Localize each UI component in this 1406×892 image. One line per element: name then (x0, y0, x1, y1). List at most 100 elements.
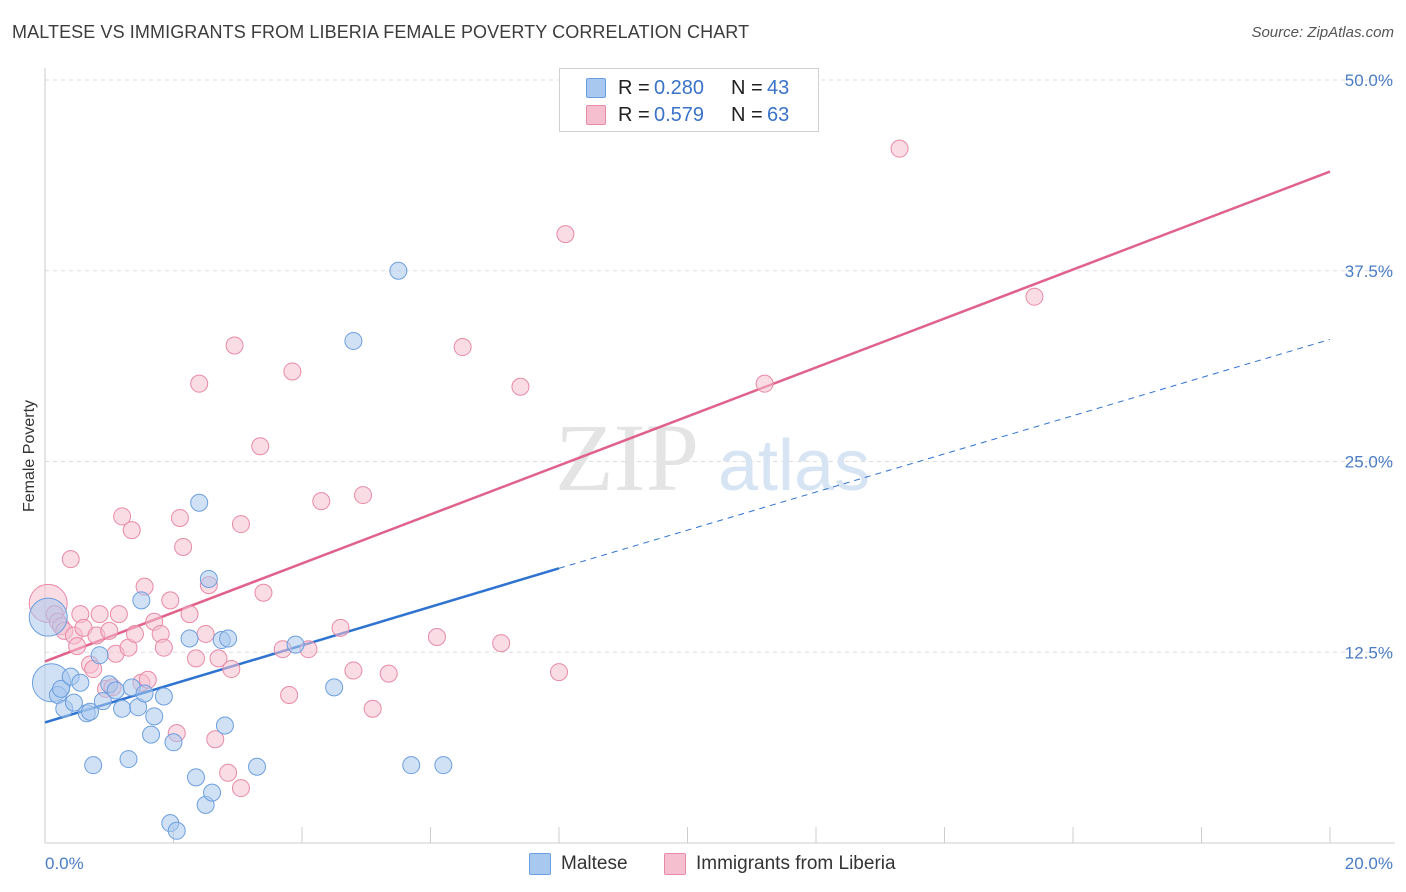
y-tick-label: 37.5% (1345, 262, 1393, 281)
legend-label: Immigrants from Liberia (696, 853, 896, 874)
maltese-point (119, 750, 138, 769)
maltese-legend-swatch (529, 853, 551, 875)
liberia-point (283, 362, 302, 381)
r-label: R = (618, 104, 650, 126)
liberia-point (222, 660, 241, 679)
liberia-point (251, 437, 270, 456)
maltese-point (325, 678, 344, 697)
liberia-point (427, 627, 446, 646)
liberia-legend-swatch (664, 853, 686, 875)
maltese-point (199, 570, 218, 589)
y-axis-label: Female Poverty (21, 400, 38, 512)
grid-lines (45, 79, 1395, 653)
n-label: N = (731, 104, 763, 126)
maltese-point (113, 699, 132, 718)
maltese-point (84, 756, 103, 775)
maltese-point (344, 331, 363, 350)
liberia-point (344, 661, 363, 680)
maltese-point (71, 673, 90, 692)
liberia-point (492, 634, 511, 653)
maltese-point (64, 693, 83, 712)
maltese-point (93, 692, 112, 711)
x-tick-label: 20.0% (1345, 854, 1393, 873)
liberia-point (231, 515, 250, 534)
liberia-point (109, 605, 128, 624)
liberia-point (254, 583, 273, 602)
stats-legend: R = 0.280 N = 43 R = 0.579 N = 63 (559, 68, 819, 132)
liberia-point (113, 507, 132, 526)
maltese-point (154, 687, 173, 706)
liberia-point (755, 374, 774, 393)
liberia-point (331, 618, 350, 637)
maltese-point (190, 493, 209, 512)
maltese-point (219, 629, 238, 648)
liberia-point (186, 649, 205, 668)
maltese-point (145, 707, 164, 726)
data-points (28, 139, 1044, 840)
liberia-point (209, 649, 228, 668)
liberia-point (453, 338, 472, 357)
liberia-point (68, 637, 87, 656)
maltese-point (248, 757, 267, 776)
maltese-point (286, 635, 305, 654)
liberia-point (280, 685, 299, 704)
liberia-point (170, 508, 189, 527)
liberia-point (206, 730, 225, 749)
r-label: R = (618, 77, 650, 99)
liberia-point (125, 624, 144, 643)
watermark-atlas: atlas (718, 426, 870, 506)
n-value: 63 (767, 104, 790, 126)
liberia-point (90, 605, 109, 624)
y-tick-label: 25.0% (1345, 453, 1393, 472)
liberia-point (100, 621, 119, 640)
source-label: Source: ZipAtlas.com (1251, 24, 1394, 41)
y-tick-label: 50.0% (1345, 71, 1393, 90)
maltese-point (132, 591, 151, 610)
legend-label: Maltese (561, 853, 628, 874)
liberia-point (363, 699, 382, 718)
liberia-swatch (586, 105, 606, 125)
maltese-point (167, 821, 186, 840)
liberia-point (219, 763, 238, 782)
liberia-point (231, 779, 250, 798)
maltese-point (186, 768, 205, 787)
liberia-point (122, 521, 141, 540)
liberia-point (161, 591, 180, 610)
liberia-point (511, 377, 530, 396)
chart-title: MALTESE VS IMMIGRANTS FROM LIBERIA FEMAL… (12, 22, 750, 42)
liberia-point (190, 374, 209, 393)
liberia-point (379, 664, 398, 683)
maltese-point (90, 646, 109, 665)
maltese-point (402, 756, 421, 775)
liberia-point (225, 336, 244, 355)
liberia-point (61, 550, 80, 569)
liberia-point (154, 638, 173, 657)
liberia-point (890, 139, 909, 158)
maltese-point (142, 725, 161, 744)
r-value: 0.280 (654, 77, 705, 99)
maltese-point (389, 261, 408, 280)
maltese-point (52, 679, 71, 698)
n-label: N = (731, 77, 763, 99)
maltese-point (215, 716, 234, 735)
watermark: ZIP atlas (555, 404, 870, 511)
maltese-trend-extension (558, 338, 1331, 569)
liberia-point (354, 486, 373, 505)
liberia-point (556, 225, 575, 244)
liberia-point (174, 537, 193, 556)
maltese-swatch (586, 78, 606, 98)
liberia-point (550, 663, 568, 682)
tick-labels: 12.5% 25.0% 37.5% 50.0% 0.0% 20.0% (45, 71, 1393, 873)
maltese-point (180, 629, 199, 648)
liberia-point (312, 492, 331, 511)
r-value: 0.579 (654, 104, 705, 126)
maltese-point (135, 684, 154, 703)
y-tick-label: 12.5% (1345, 643, 1393, 662)
maltese-point (28, 597, 68, 637)
maltese-point (80, 702, 99, 721)
liberia-point (196, 624, 215, 643)
maltese-point (164, 733, 183, 752)
maltese-point (434, 756, 453, 775)
liberia-point (180, 605, 199, 624)
